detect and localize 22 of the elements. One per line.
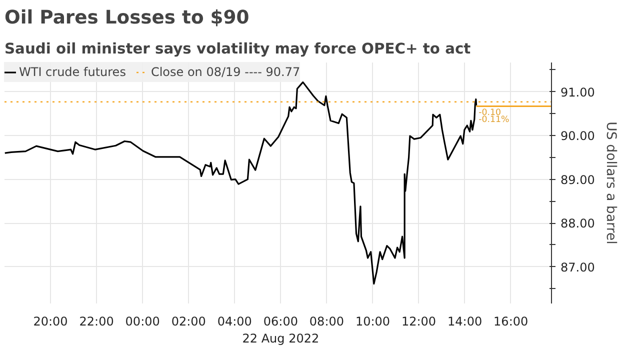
y-tick-label: 91.00 [560, 85, 595, 100]
y-tick-label: 89.00 [560, 172, 595, 187]
legend-label: WTI crude futures [19, 65, 126, 79]
chart-subtitle: Saudi oil minister says volatility may force OPEC+ to act [4, 40, 471, 58]
x-tick-label: 10:00 [355, 314, 390, 328]
y-axis-title: US dollars a barrel [602, 122, 618, 244]
y-tick-label: 90.00 [560, 129, 595, 144]
x-tick-label: 16:00 [494, 314, 528, 328]
x-tick-label: 00:00 [125, 314, 160, 328]
x-tick-label: 02:00 [171, 314, 206, 328]
line-series [4, 81, 478, 285]
x-tick-label: 20:00 [33, 314, 68, 328]
y-tick-label: 87.00 [560, 260, 595, 274]
x-tick-label: 22:00 [79, 314, 114, 328]
x-tick-label: 04:00 [217, 314, 252, 328]
x-tick-label: 14:00 [448, 314, 482, 328]
x-tick-label: 08:00 [309, 314, 344, 328]
x-tick-label: 12:00 [401, 314, 436, 328]
chart-title: Oil Pares Losses to $90 [4, 8, 250, 28]
annotation: -0.11% [478, 114, 510, 125]
legend-label: Close on 08/19 ---- 90.77 [150, 65, 300, 79]
y-tick-label: 88.00 [560, 216, 595, 231]
